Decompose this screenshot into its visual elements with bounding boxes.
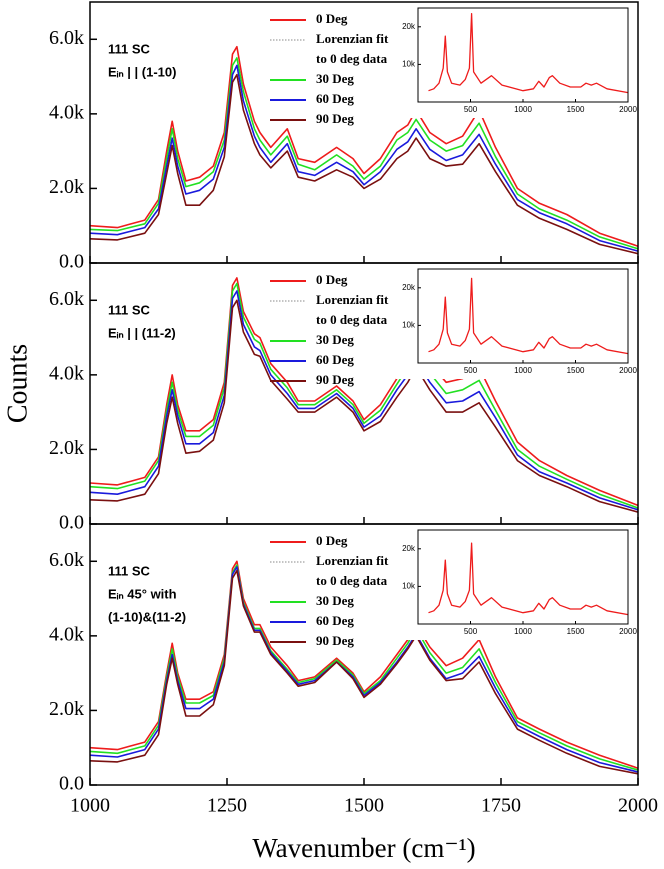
y-tick-label: 6.0k: [49, 27, 84, 49]
x-tick-label: 1500: [344, 795, 384, 817]
inset-background: [396, 267, 636, 379]
series-line: [89, 282, 639, 509]
inset-y-tick-label: 20k: [402, 283, 416, 292]
legend-label: 0 Deg: [316, 272, 348, 287]
legend-label: 60 Deg: [316, 91, 354, 106]
legend-label: 90 Deg: [316, 372, 354, 387]
inset-y-tick-label: 20k: [402, 544, 416, 553]
legend-label: 0 Deg: [316, 11, 348, 26]
inset-x-tick-label: 1000: [514, 105, 532, 114]
series-line: [89, 299, 639, 513]
legend-label: 60 Deg: [316, 352, 354, 367]
legend-label: 60 Deg: [316, 613, 354, 628]
y-tick-label: 4.0k: [49, 362, 84, 384]
x-tick-label: 1000: [70, 795, 110, 817]
series-line: [428, 12, 629, 94]
y-axis-title: Counts: [2, 344, 33, 423]
y-tick-label: 4.0k: [49, 623, 84, 645]
x-tick-label: 2000: [618, 795, 658, 817]
inset-x-tick-label: 500: [464, 627, 478, 636]
legend-label: Lorenzian fit to 0 deg data: [316, 553, 389, 588]
y-tick-label: 0.0: [59, 251, 84, 273]
series-line: [89, 290, 639, 511]
inset-y-tick-label: 10k: [402, 60, 416, 69]
inset-x-tick-label: 1500: [567, 366, 585, 375]
legend-label: 90 Deg: [316, 111, 354, 126]
series-line: [89, 73, 639, 255]
y-tick-label: 6.0k: [49, 288, 84, 310]
x-tick-label: 1250: [207, 795, 247, 817]
series-line: [428, 277, 629, 355]
legend-label: 0 Deg: [316, 533, 348, 548]
inset-x-tick-label: 1000: [514, 627, 532, 636]
inset-x-tick-label: 500: [464, 105, 478, 114]
y-tick-label: 0.0: [59, 773, 84, 795]
legend-label: Lorenzian fit to 0 deg data: [316, 31, 389, 66]
legend-label: 30 Deg: [316, 332, 354, 347]
annotation: Eᵢₙ | | (11-2): [108, 325, 176, 340]
inset-background: [396, 528, 636, 640]
series-line: [89, 57, 639, 250]
annotation: 111 SC: [108, 302, 151, 317]
y-tick-label: 4.0k: [49, 101, 84, 123]
inset-y-tick-label: 10k: [402, 582, 416, 591]
x-tick-label: 1750: [481, 795, 521, 817]
inset-x-tick-label: 2000: [619, 627, 637, 636]
legend-label: 30 Deg: [316, 593, 354, 608]
legend-label: 90 Deg: [316, 633, 354, 648]
series-line: [428, 542, 629, 616]
series-line: [89, 64, 639, 252]
annotation: Eᵢₙ | | (1-10): [108, 64, 176, 79]
annotation: (1-10)&(11-2): [108, 609, 186, 624]
inset-x-tick-label: 500: [464, 366, 478, 375]
annotation: 111 SC: [108, 41, 151, 56]
legend-label: 30 Deg: [316, 71, 354, 86]
y-tick-label: 6.0k: [49, 549, 84, 571]
x-axis-title: Wavenumber (cm⁻¹): [252, 833, 475, 863]
inset-x-tick-label: 2000: [619, 366, 637, 375]
annotation: 111 SC: [108, 563, 151, 578]
y-tick-label: 2.0k: [49, 176, 84, 198]
inset-x-tick-label: 1500: [567, 627, 585, 636]
inset-x-tick-label: 1500: [567, 105, 585, 114]
annotation: Eᵢₙ 45° with: [108, 586, 177, 601]
series-line: [89, 569, 639, 775]
inset-y-tick-label: 10k: [402, 321, 416, 330]
y-tick-label: 2.0k: [49, 437, 84, 459]
legend-label: Lorenzian fit to 0 deg data: [316, 292, 389, 327]
y-tick-label: 2.0k: [49, 698, 84, 720]
y-tick-label: 0.0: [59, 512, 84, 534]
inset-x-tick-label: 1000: [514, 366, 532, 375]
inset-background: [396, 6, 636, 118]
inset-x-tick-label: 2000: [619, 105, 637, 114]
inset-y-tick-label: 20k: [402, 22, 416, 31]
